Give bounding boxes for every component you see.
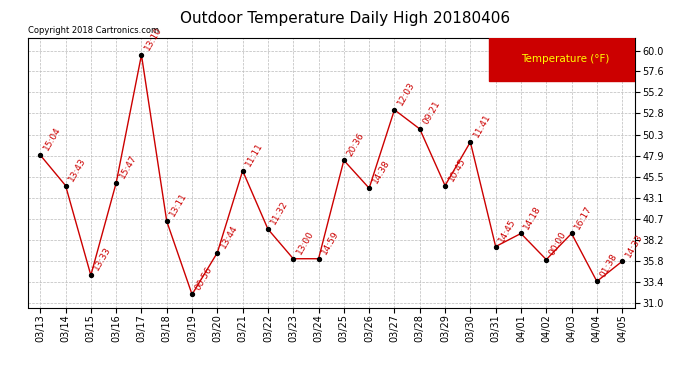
Point <box>389 107 400 113</box>
Point <box>110 180 121 186</box>
Point <box>541 256 552 262</box>
Text: 11:41: 11:41 <box>472 112 493 139</box>
Point <box>86 272 97 278</box>
Point <box>212 250 223 256</box>
Text: 11:32: 11:32 <box>269 200 290 226</box>
Text: 14:18: 14:18 <box>522 204 543 231</box>
FancyBboxPatch shape <box>489 38 644 81</box>
Text: 15:47: 15:47 <box>117 153 138 180</box>
Point <box>60 183 71 189</box>
Text: 13:00: 13:00 <box>295 229 315 256</box>
Point <box>566 231 577 237</box>
Text: 09:21: 09:21 <box>421 99 442 126</box>
Point <box>237 168 248 174</box>
Text: 16:17: 16:17 <box>573 204 593 231</box>
Text: 14:45: 14:45 <box>497 217 518 244</box>
Point <box>490 243 501 249</box>
Text: 20:36: 20:36 <box>345 131 366 158</box>
Point <box>288 256 299 262</box>
Text: Temperature (°F): Temperature (°F) <box>521 54 609 64</box>
Text: 14:59: 14:59 <box>320 229 341 256</box>
Text: 10:45: 10:45 <box>446 156 467 183</box>
Text: 13:10: 13:10 <box>143 25 164 52</box>
Text: 00:00: 00:00 <box>548 230 569 257</box>
Text: 13:43: 13:43 <box>67 156 88 183</box>
Point <box>465 139 476 145</box>
Text: 13:33: 13:33 <box>92 246 113 273</box>
Point <box>136 52 147 58</box>
Text: 14:33: 14:33 <box>624 232 644 258</box>
Point <box>591 278 602 284</box>
Point <box>338 157 349 163</box>
Point <box>186 291 197 297</box>
Point <box>617 258 628 264</box>
Text: 01:38: 01:38 <box>598 252 619 279</box>
Point <box>34 152 46 158</box>
Point <box>313 256 324 262</box>
Text: Outdoor Temperature Daily High 20180406: Outdoor Temperature Daily High 20180406 <box>180 11 510 26</box>
Point <box>262 226 273 232</box>
Text: 00:56: 00:56 <box>193 265 214 292</box>
Point <box>414 126 425 132</box>
Text: 15:04: 15:04 <box>41 126 62 152</box>
Text: Copyright 2018 Cartronics.com: Copyright 2018 Cartronics.com <box>28 26 159 35</box>
Point <box>364 185 375 191</box>
Text: 13:11: 13:11 <box>168 192 189 219</box>
Text: 13:44: 13:44 <box>219 223 239 250</box>
Point <box>161 218 172 224</box>
Text: 12:03: 12:03 <box>396 80 417 107</box>
Point <box>515 231 526 237</box>
Text: 14:38: 14:38 <box>371 159 391 185</box>
Text: 11:11: 11:11 <box>244 141 265 168</box>
Point <box>440 183 451 189</box>
